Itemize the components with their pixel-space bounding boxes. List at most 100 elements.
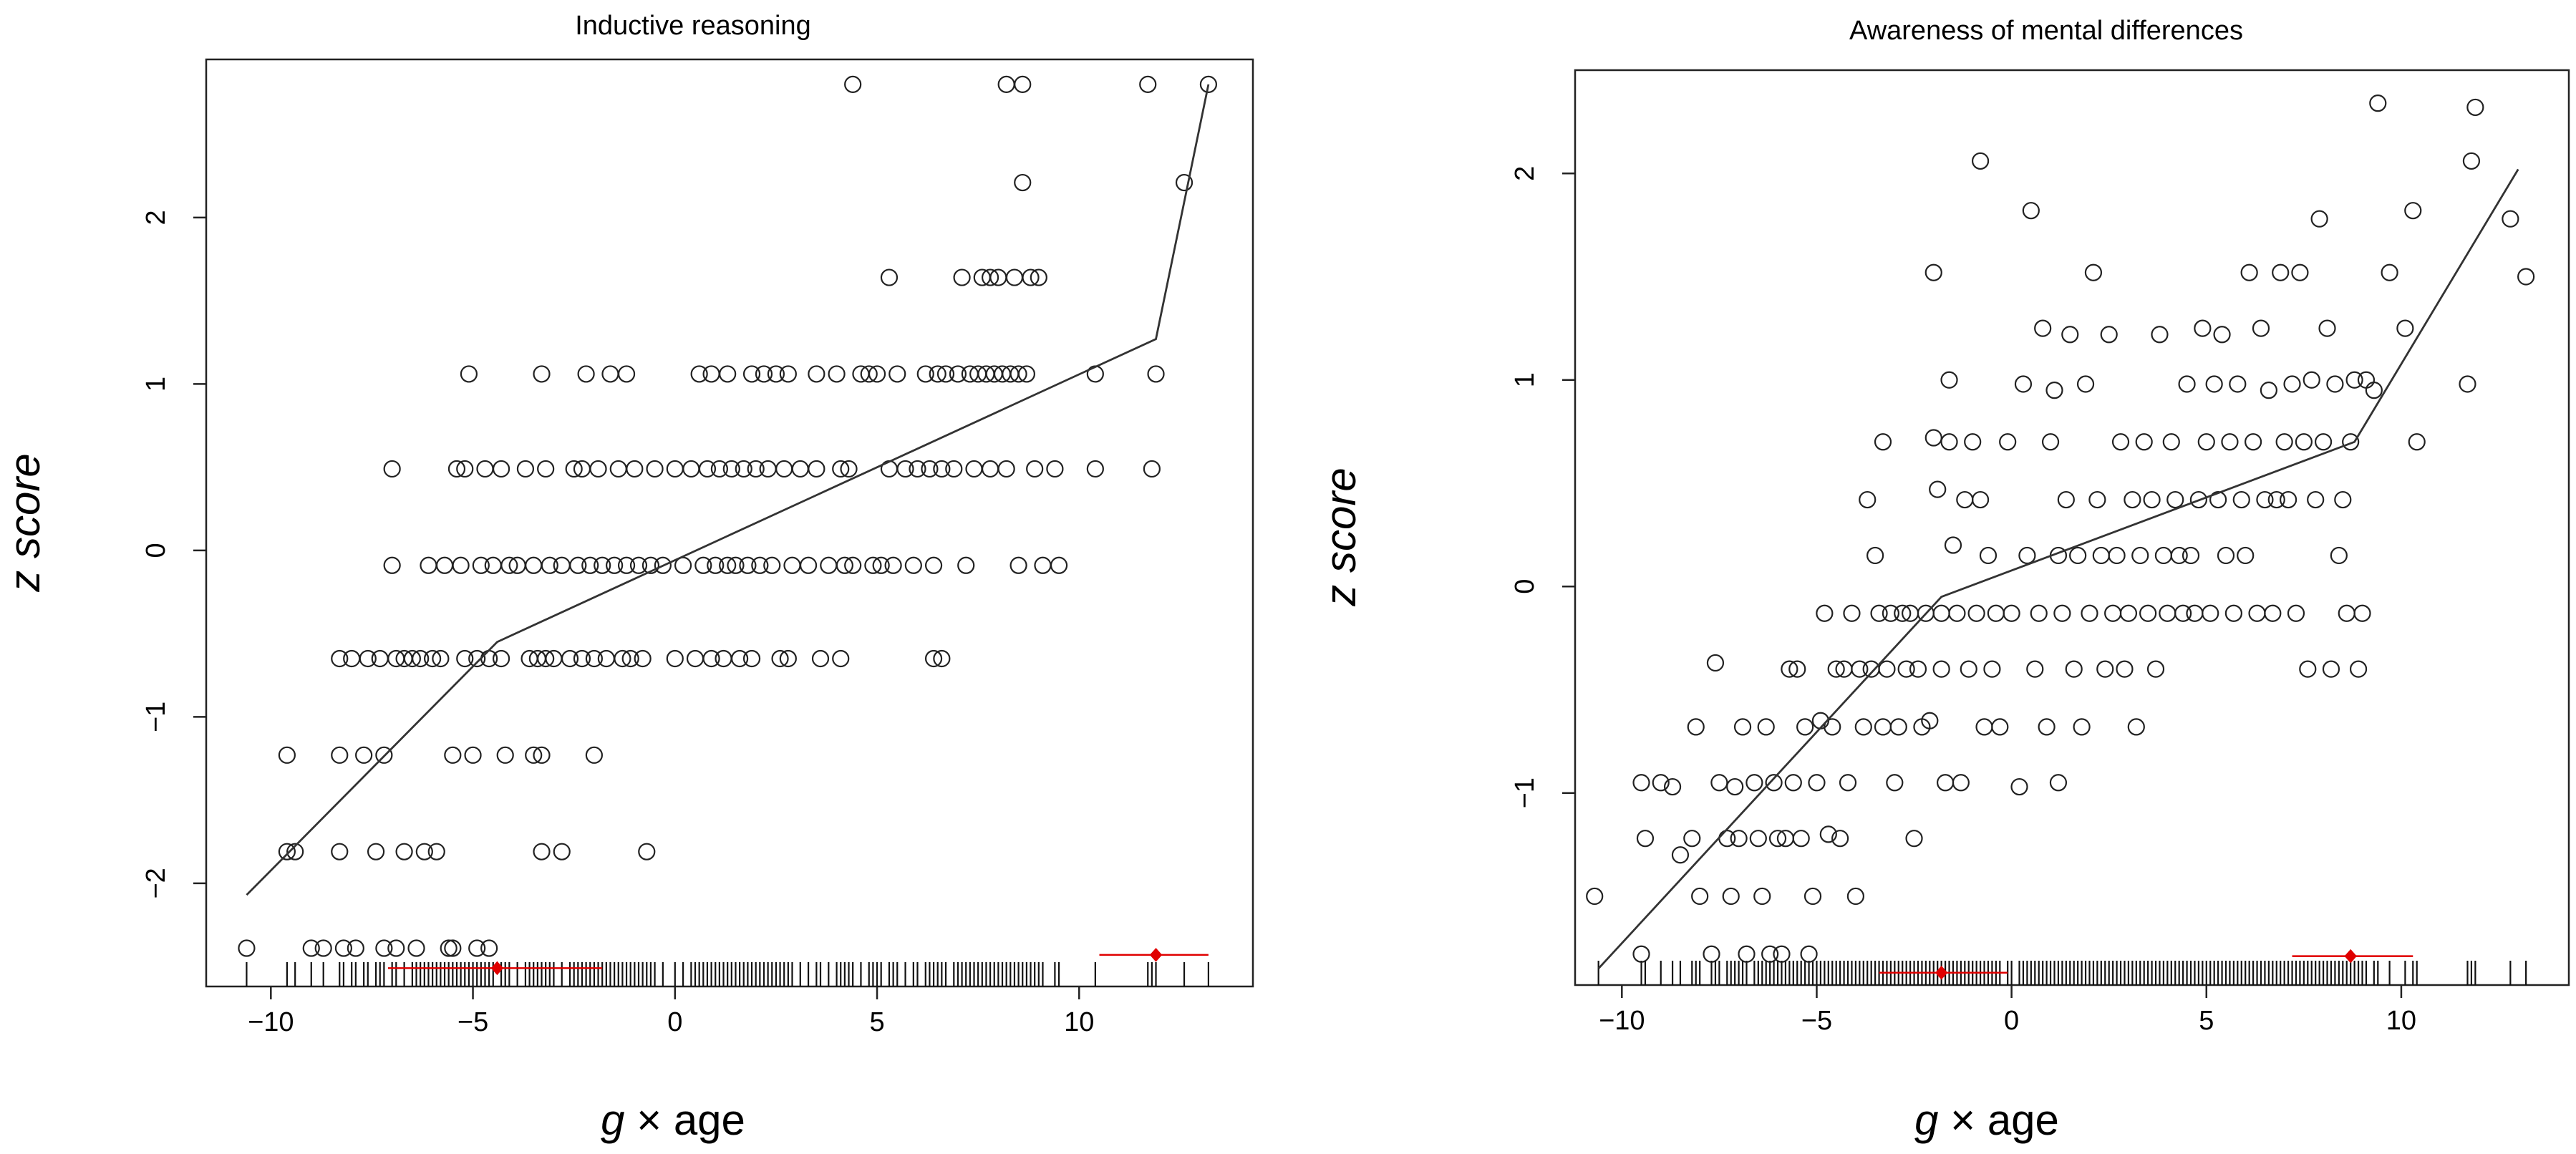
data-point xyxy=(1050,556,1068,574)
data-point xyxy=(634,649,652,668)
data-point xyxy=(1026,460,1044,478)
data-point xyxy=(2342,433,2360,451)
data-point xyxy=(682,460,700,478)
data-point xyxy=(1819,825,1837,843)
data-point xyxy=(924,556,943,574)
data-point xyxy=(1952,774,1970,792)
data-point xyxy=(811,649,830,668)
plot-frame xyxy=(205,58,1254,988)
data-point xyxy=(1143,460,1161,478)
data-point xyxy=(561,649,579,668)
data-point xyxy=(541,556,558,574)
data-point xyxy=(1009,365,1027,383)
data-point xyxy=(702,365,720,383)
data-point xyxy=(2143,490,2161,509)
y-tick-label: 2 xyxy=(141,210,171,225)
data-point xyxy=(420,556,437,574)
data-point xyxy=(2073,718,2091,736)
x-tick-label: −5 xyxy=(1801,1006,1832,1036)
data-point xyxy=(722,460,740,478)
data-point xyxy=(601,365,619,383)
data-point xyxy=(331,649,349,668)
data-point xyxy=(2267,490,2285,509)
data-point xyxy=(2178,375,2196,393)
data-point xyxy=(565,460,583,478)
data-point xyxy=(1846,887,1865,906)
x-tick-label: −10 xyxy=(248,1007,294,1037)
data-point xyxy=(383,556,401,574)
data-point xyxy=(2108,546,2126,565)
data-point xyxy=(2396,319,2414,337)
data-point xyxy=(1921,712,1939,729)
data-point xyxy=(343,649,361,668)
data-point xyxy=(1936,774,1955,792)
x-axis-label-rest: × age xyxy=(1938,1096,2059,1144)
data-point xyxy=(751,556,769,574)
data-point xyxy=(480,939,498,957)
data-point xyxy=(2338,604,2355,622)
data-point xyxy=(694,556,712,574)
data-point xyxy=(2217,546,2235,565)
data-point xyxy=(1839,774,1857,792)
data-point xyxy=(537,649,555,668)
data-point xyxy=(1710,774,1728,792)
data-point xyxy=(1175,173,1193,192)
data-point xyxy=(1929,480,1947,498)
data-point xyxy=(1971,490,1990,509)
data-point xyxy=(2131,546,2149,565)
data-point xyxy=(2010,777,2028,796)
data-point xyxy=(629,556,648,574)
data-point xyxy=(742,649,761,668)
data-point xyxy=(1761,945,1779,963)
data-point xyxy=(844,75,862,93)
data-point xyxy=(2018,546,2036,565)
y-tick-label: 1 xyxy=(1510,372,1540,387)
data-point xyxy=(2517,268,2535,286)
data-point xyxy=(2197,433,2215,451)
data-point xyxy=(2003,604,2020,622)
x-tick-label: −10 xyxy=(1599,1006,1645,1036)
data-point xyxy=(808,365,825,383)
data-point xyxy=(492,649,510,668)
data-point xyxy=(933,649,951,668)
panel-inductive-reasoning: Inductive reasoning z score g × age −10−… xyxy=(1,11,1254,1144)
data-point xyxy=(456,649,474,668)
data-point xyxy=(646,460,664,478)
data-point xyxy=(1632,774,1650,792)
data-point xyxy=(2334,490,2352,509)
data-point xyxy=(1014,75,1032,93)
data-point xyxy=(1765,774,1783,792)
data-point xyxy=(424,649,442,668)
x-tick-label: 5 xyxy=(2199,1006,2214,1036)
data-point xyxy=(2369,94,2387,112)
data-point xyxy=(2186,604,2204,622)
x-tick-label: 5 xyxy=(869,1007,884,1037)
data-point xyxy=(1636,830,1655,848)
data-point xyxy=(1722,887,1740,906)
data-point xyxy=(896,460,914,478)
data-point xyxy=(2100,326,2118,344)
data-point xyxy=(2111,433,2130,451)
data-point xyxy=(2381,263,2398,281)
data-point xyxy=(638,843,656,860)
data-point xyxy=(1862,660,1880,678)
data-point xyxy=(1046,460,1064,478)
data-point xyxy=(832,649,850,668)
data-point xyxy=(957,556,975,574)
data-point xyxy=(2275,433,2293,451)
data-point xyxy=(1017,365,1035,383)
data-point xyxy=(1874,718,1892,736)
data-point xyxy=(707,556,725,574)
data-point xyxy=(569,556,587,574)
data-point xyxy=(1586,887,1604,906)
panel-awareness-of-mental-differences: Awareness of mental differences z score … xyxy=(1317,16,2570,1144)
breakpoint-marker xyxy=(2344,949,2357,964)
data-point xyxy=(953,268,971,286)
data-point xyxy=(1897,660,1915,678)
data-point xyxy=(2287,604,2305,622)
data-point xyxy=(2057,490,2075,509)
data-point xyxy=(775,460,793,478)
data-point xyxy=(2045,382,2063,399)
data-point xyxy=(2154,546,2173,565)
data-point xyxy=(427,843,445,860)
